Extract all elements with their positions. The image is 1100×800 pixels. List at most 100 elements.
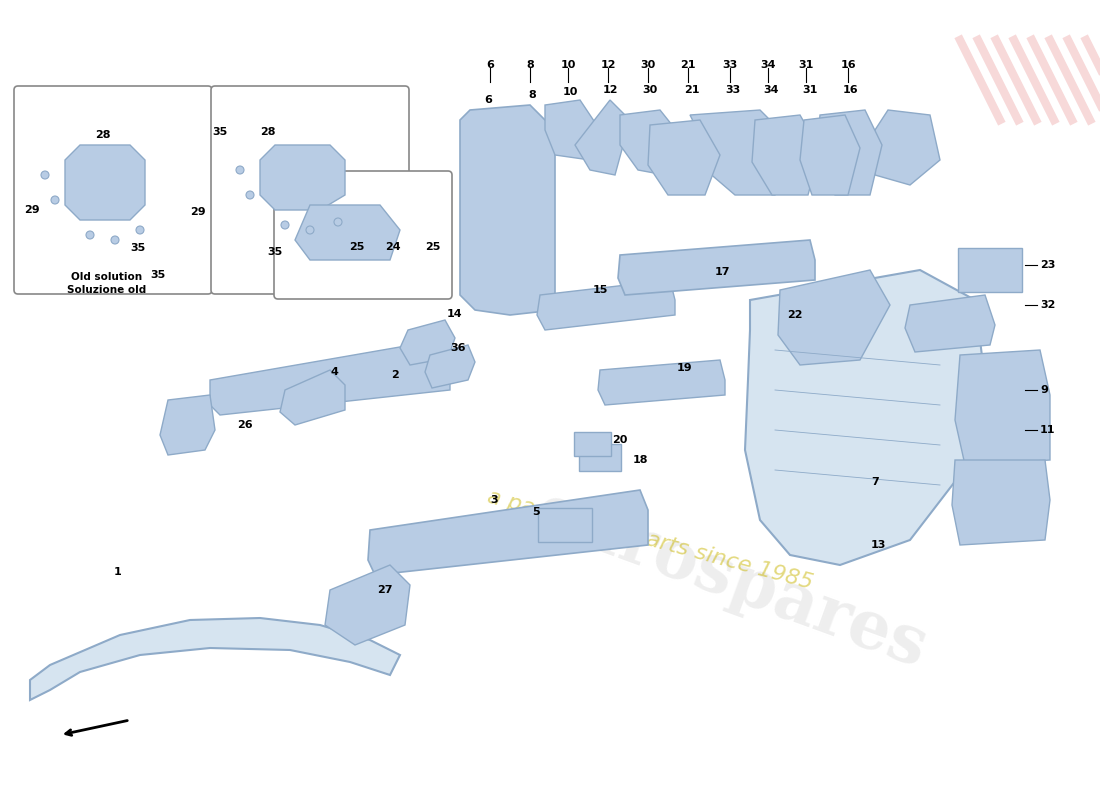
Text: 12: 12 <box>601 60 616 70</box>
Circle shape <box>136 226 144 234</box>
Text: 29: 29 <box>190 207 206 217</box>
Circle shape <box>111 236 119 244</box>
Polygon shape <box>460 105 556 315</box>
Polygon shape <box>280 370 345 425</box>
Circle shape <box>280 221 289 229</box>
Text: 28: 28 <box>96 130 111 140</box>
Polygon shape <box>874 110 940 185</box>
Text: 3: 3 <box>491 495 498 505</box>
Text: 35: 35 <box>267 247 283 257</box>
Polygon shape <box>400 320 455 365</box>
Polygon shape <box>537 280 675 330</box>
Polygon shape <box>65 145 145 220</box>
Text: 22: 22 <box>788 310 803 320</box>
FancyBboxPatch shape <box>574 432 611 456</box>
Circle shape <box>86 231 94 239</box>
Circle shape <box>246 191 254 199</box>
Polygon shape <box>620 110 680 175</box>
FancyBboxPatch shape <box>14 86 212 294</box>
Text: 20: 20 <box>613 435 628 445</box>
Circle shape <box>41 171 50 179</box>
Text: 26: 26 <box>238 420 253 430</box>
Text: 16: 16 <box>840 60 856 70</box>
FancyBboxPatch shape <box>274 171 452 299</box>
Text: 35: 35 <box>151 270 166 280</box>
Text: 10: 10 <box>562 87 578 97</box>
Polygon shape <box>800 115 860 195</box>
Text: Soluzione old: Soluzione old <box>67 285 146 295</box>
Text: 21: 21 <box>680 60 695 70</box>
Text: 15: 15 <box>592 285 607 295</box>
Circle shape <box>51 196 59 204</box>
Text: 17: 17 <box>714 267 729 277</box>
Polygon shape <box>425 345 475 388</box>
Text: 5: 5 <box>532 507 540 517</box>
Text: 25: 25 <box>350 242 365 252</box>
Text: 28: 28 <box>261 127 276 137</box>
Polygon shape <box>598 360 725 405</box>
Text: 13: 13 <box>870 540 886 550</box>
FancyBboxPatch shape <box>211 86 409 294</box>
Text: 10: 10 <box>560 60 575 70</box>
Polygon shape <box>778 270 890 365</box>
Text: 9: 9 <box>1040 385 1048 395</box>
Text: 18: 18 <box>632 455 648 465</box>
Text: 34: 34 <box>760 60 775 70</box>
FancyBboxPatch shape <box>579 444 621 471</box>
Polygon shape <box>210 340 450 415</box>
Text: 14: 14 <box>448 309 463 319</box>
Circle shape <box>236 166 244 174</box>
Text: 19: 19 <box>678 363 693 373</box>
Polygon shape <box>368 490 648 575</box>
Text: 12: 12 <box>603 85 618 95</box>
Polygon shape <box>648 120 720 195</box>
Text: 25: 25 <box>426 242 441 252</box>
Polygon shape <box>952 460 1050 545</box>
Text: 24: 24 <box>385 242 400 252</box>
Text: 32: 32 <box>1040 300 1055 310</box>
Polygon shape <box>160 395 215 455</box>
Polygon shape <box>815 110 882 195</box>
Text: 11: 11 <box>1040 425 1056 435</box>
Text: 1: 1 <box>114 567 122 577</box>
FancyBboxPatch shape <box>958 248 1022 292</box>
Polygon shape <box>618 240 815 295</box>
Text: 33: 33 <box>723 60 738 70</box>
Text: 36: 36 <box>450 343 465 353</box>
Polygon shape <box>30 618 400 700</box>
Text: 7: 7 <box>871 477 879 487</box>
Text: 35: 35 <box>131 243 145 253</box>
Polygon shape <box>260 145 345 210</box>
Text: 31: 31 <box>802 85 817 95</box>
Polygon shape <box>955 350 1050 465</box>
Text: 27: 27 <box>377 585 393 595</box>
Text: 16: 16 <box>843 85 858 95</box>
FancyBboxPatch shape <box>538 508 592 542</box>
Text: 33: 33 <box>725 85 740 95</box>
Text: 21: 21 <box>684 85 700 95</box>
Text: 2: 2 <box>392 370 399 380</box>
Text: 4: 4 <box>330 367 338 377</box>
Polygon shape <box>295 205 400 260</box>
Text: 35: 35 <box>212 127 228 137</box>
Text: Old solution: Old solution <box>72 272 143 282</box>
Text: 29: 29 <box>24 205 40 215</box>
Text: 8: 8 <box>526 60 534 70</box>
Polygon shape <box>324 565 410 645</box>
Text: 31: 31 <box>799 60 814 70</box>
Text: 23: 23 <box>1040 260 1055 270</box>
Text: 6: 6 <box>484 95 492 105</box>
Circle shape <box>306 226 313 234</box>
Polygon shape <box>575 100 630 175</box>
Circle shape <box>334 218 342 226</box>
Text: 30: 30 <box>642 85 658 95</box>
Text: 30: 30 <box>640 60 656 70</box>
Polygon shape <box>752 115 820 195</box>
Polygon shape <box>905 295 996 352</box>
Text: 34: 34 <box>763 85 779 95</box>
Text: 6: 6 <box>486 60 494 70</box>
Polygon shape <box>745 270 984 565</box>
Polygon shape <box>690 110 795 195</box>
Polygon shape <box>544 100 600 160</box>
Text: eurospares: eurospares <box>525 479 935 681</box>
